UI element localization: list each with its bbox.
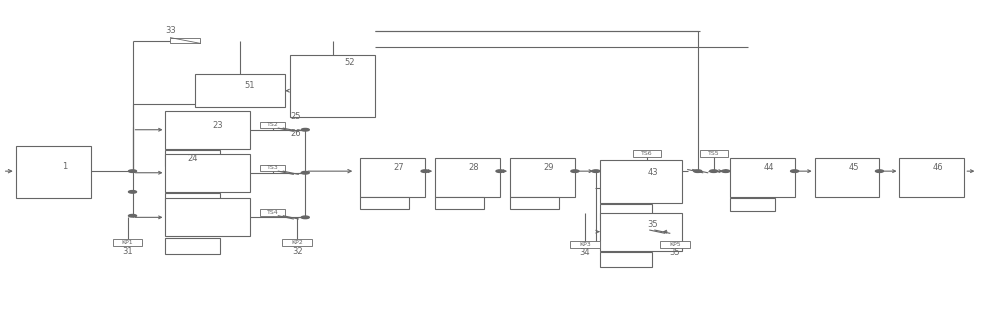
Text: 25: 25 [290, 112, 301, 121]
Bar [360, 197, 409, 209]
Bar [815, 158, 879, 197]
Text: 23: 23 [213, 121, 223, 130]
Circle shape [129, 191, 137, 193]
Bar [360, 158, 425, 197]
Bar [730, 158, 795, 197]
Text: 29: 29 [544, 164, 554, 172]
Circle shape [875, 170, 883, 172]
Text: 35: 35 [669, 248, 680, 257]
Bar [510, 158, 575, 197]
Text: 24: 24 [188, 154, 198, 163]
Text: KP3: KP3 [579, 242, 591, 247]
Bar [165, 198, 250, 236]
Text: 51: 51 [244, 81, 255, 90]
Text: 32: 32 [292, 247, 303, 256]
Bar [170, 38, 200, 44]
Text: 52: 52 [344, 58, 355, 67]
Bar [600, 252, 652, 268]
Bar [165, 238, 220, 254]
Text: 33: 33 [165, 26, 176, 35]
Text: 26: 26 [290, 129, 301, 138]
Circle shape [694, 170, 702, 172]
Circle shape [129, 170, 137, 172]
Bar [260, 165, 285, 171]
Text: 34: 34 [580, 248, 590, 257]
Bar [600, 204, 652, 220]
Text: 43: 43 [648, 168, 658, 177]
Bar [282, 239, 312, 246]
Text: 1: 1 [62, 162, 67, 171]
Text: 45: 45 [848, 164, 859, 172]
Text: KP5: KP5 [669, 242, 681, 247]
Bar [510, 197, 559, 209]
Bar [165, 150, 220, 166]
Text: 31: 31 [122, 247, 133, 256]
Bar [195, 74, 285, 108]
Bar [165, 111, 250, 149]
Bar [113, 239, 142, 246]
Text: KP2: KP2 [291, 240, 303, 245]
Bar [700, 150, 728, 157]
Bar [260, 122, 285, 128]
Bar [600, 160, 682, 203]
Bar [435, 197, 484, 209]
Circle shape [301, 216, 309, 219]
Circle shape [301, 128, 309, 131]
Text: 28: 28 [469, 164, 479, 172]
Bar [290, 55, 375, 117]
Circle shape [496, 170, 504, 172]
Bar [633, 150, 661, 157]
Circle shape [592, 170, 600, 172]
Bar [16, 146, 91, 198]
Bar [600, 212, 682, 251]
Bar [660, 241, 690, 248]
Circle shape [421, 170, 429, 172]
Bar [435, 158, 500, 197]
Text: 27: 27 [394, 164, 404, 172]
Text: TS3: TS3 [267, 165, 279, 171]
Text: TS2: TS2 [267, 123, 279, 127]
Bar [570, 241, 600, 248]
Bar [730, 198, 775, 211]
Circle shape [722, 170, 730, 172]
Bar [165, 154, 250, 192]
Text: 44: 44 [763, 164, 774, 172]
Circle shape [571, 170, 579, 172]
Text: TS6: TS6 [641, 151, 653, 156]
Circle shape [791, 170, 799, 172]
Text: KP1: KP1 [122, 240, 133, 245]
Bar [165, 194, 220, 209]
Text: 46: 46 [933, 164, 944, 172]
Circle shape [710, 170, 718, 172]
Circle shape [129, 214, 137, 217]
Circle shape [301, 172, 309, 174]
Bar [260, 209, 285, 216]
Text: TS4: TS4 [267, 210, 279, 215]
Text: 35: 35 [648, 220, 658, 228]
Text: TS5: TS5 [708, 151, 720, 156]
Bar [899, 158, 964, 197]
